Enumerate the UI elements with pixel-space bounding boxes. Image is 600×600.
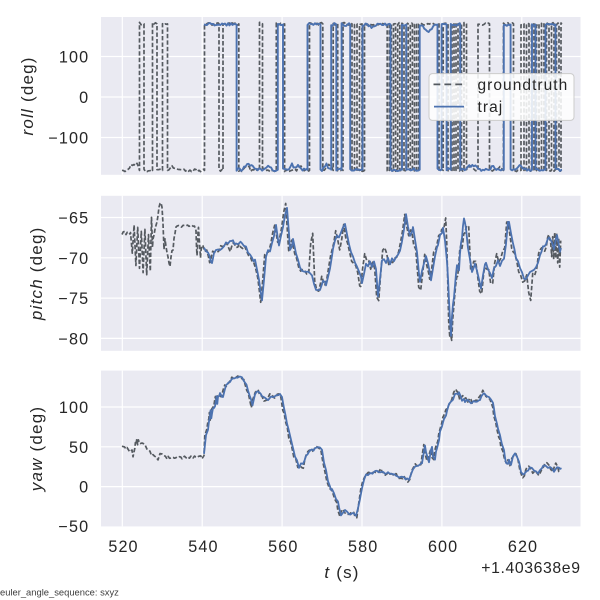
svg-text:580: 580 — [348, 538, 378, 556]
svg-text:−65: −65 — [58, 210, 89, 228]
svg-text:traj: traj — [478, 99, 504, 116]
svg-text:groundtruth: groundtruth — [478, 77, 569, 94]
svg-text:+1.403638e9: +1.403638e9 — [481, 560, 580, 577]
svg-text:−100: −100 — [48, 130, 89, 148]
svg-text:−70: −70 — [58, 250, 89, 268]
svg-text:540: 540 — [188, 538, 218, 556]
svg-text:pitch (deg): pitch (deg) — [27, 227, 46, 322]
svg-text:620: 620 — [508, 538, 538, 556]
svg-text:100: 100 — [59, 49, 89, 67]
svg-text:600: 600 — [428, 538, 458, 556]
svg-text:−50: −50 — [58, 518, 89, 536]
svg-text:100: 100 — [59, 399, 89, 417]
svg-text:roll (deg): roll (deg) — [18, 56, 37, 135]
svg-text:560: 560 — [268, 538, 298, 556]
svg-text:euler_angle_sequence: sxyz: euler_angle_sequence: sxyz — [0, 587, 119, 598]
svg-text:−75: −75 — [58, 290, 89, 308]
svg-text:0: 0 — [79, 479, 89, 497]
svg-text:t (s): t (s) — [324, 563, 359, 582]
svg-text:520: 520 — [108, 538, 138, 556]
svg-text:50: 50 — [69, 439, 89, 457]
svg-text:yaw (deg): yaw (deg) — [27, 406, 46, 492]
svg-text:0: 0 — [79, 89, 89, 107]
svg-text:−80: −80 — [58, 330, 89, 348]
